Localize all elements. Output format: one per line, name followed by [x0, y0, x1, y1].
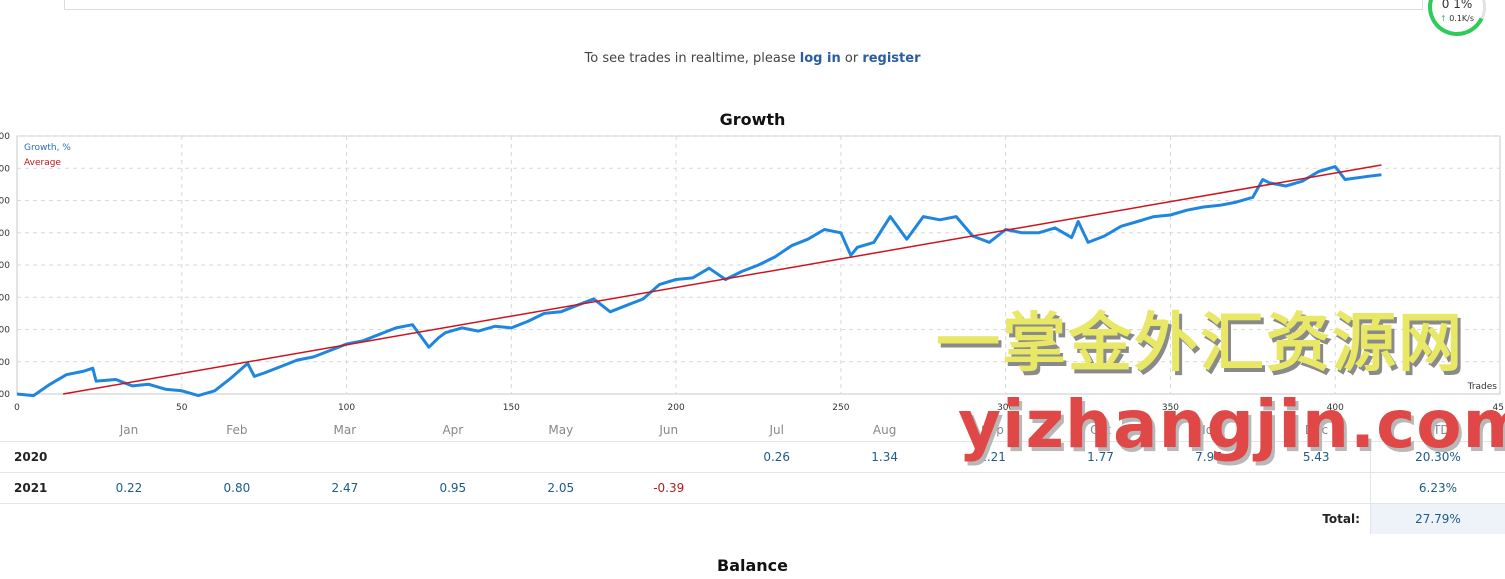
cell-2020-jun [614, 441, 723, 473]
header-aug: Aug [872, 423, 897, 437]
cell-2021-jan: 0.22 [74, 472, 183, 504]
legend-average-label: Average [24, 158, 61, 168]
total-label: Total: [0, 503, 1371, 534]
x-axis-label: Trades [1467, 382, 1498, 392]
table-row-2020: 2020 0.26 1.34 2.21 1.77 7.97 5.43 20.30… [0, 441, 1505, 473]
x-tick-label: 0 [14, 403, 20, 413]
header-jul: Jul [769, 423, 784, 437]
realtime-note: To see trades in realtime, please log in… [0, 51, 1505, 66]
x-tick-label: 350 [1162, 403, 1179, 413]
upload-arrow-icon: ↑ [1439, 14, 1447, 23]
realtime-note-prefix: To see trades in realtime, please [584, 51, 800, 66]
table-header-row: Jan Feb Mar Apr May Jun Jul Aug Sep Oct … [0, 419, 1505, 442]
average-series-line [62, 164, 1382, 395]
header-ytd: YTD [1425, 423, 1450, 437]
monthly-returns-table: Jan Feb Mar Apr May Jun Jul Aug Sep Oct … [0, 419, 1505, 534]
y-tick-label: 00 [0, 164, 10, 174]
y-tick-label: 00 [0, 326, 10, 336]
header-may: May [548, 423, 574, 437]
cell-2021-sep [938, 472, 1047, 504]
cell-2020-nov: 7.97 [1154, 441, 1263, 473]
x-tick-label: 100 [338, 403, 355, 413]
cell-2021-nov [1154, 472, 1263, 504]
cell-2021-jul [722, 472, 831, 504]
cell-2020-feb [182, 441, 291, 473]
cell-2020-sep: 2.21 [938, 441, 1047, 473]
table-total-row: Total: 27.79% [0, 503, 1505, 534]
speed-rate-value: 0.1K/s [1449, 14, 1475, 23]
cell-2021-aug [830, 472, 939, 504]
table-row-2021: 2021 0.22 0.80 2.47 0.95 2.05 -0.39 6.23… [0, 472, 1505, 504]
y-tick-label: 00 [0, 293, 10, 303]
header-feb: Feb [226, 423, 248, 437]
speed-percent: 0 1% [1441, 0, 1473, 11]
top-panel-edge [64, 0, 1423, 10]
y-tick-label: 00 [0, 390, 10, 400]
cell-2021-apr: 0.95 [398, 472, 507, 504]
y-tick-label: 00 [0, 229, 10, 239]
realtime-note-middle: or [840, 51, 863, 66]
cell-2021-dec [1262, 472, 1371, 504]
x-tick-label: 50 [176, 403, 188, 413]
y-tick-label: 00 [0, 358, 10, 368]
cell-2020-mar [290, 441, 399, 473]
total-value: 27.79% [1369, 503, 1505, 534]
x-tick-label: 45 [1493, 403, 1504, 413]
year-label: 2021 [0, 472, 75, 504]
cell-2021-ytd: 6.23% [1369, 472, 1505, 504]
network-speed-widget[interactable]: 0 1% ↑ 0.1K/s [1419, 0, 1495, 45]
header-oct: Oct [1090, 423, 1111, 437]
header-jun: Jun [659, 423, 679, 437]
header-blank [0, 419, 75, 442]
cell-2020-jul: 0.26 [722, 441, 831, 473]
x-tick-label: 300 [997, 403, 1014, 413]
x-tick-label: 150 [503, 403, 520, 413]
cell-2020-apr [398, 441, 507, 473]
y-tick-label: 00 [0, 261, 10, 271]
x-tick-label: 200 [668, 403, 685, 413]
cell-2020-jan [74, 441, 183, 473]
cell-2021-may: 2.05 [506, 472, 615, 504]
register-link[interactable]: register [862, 51, 921, 66]
balance-title: Balance [717, 556, 788, 575]
growth-series-line [16, 165, 1382, 398]
y-tick-label: 00 [0, 197, 10, 207]
cell-2020-ytd: 20.30% [1369, 441, 1505, 473]
header-nov: Nov [1196, 423, 1221, 437]
cell-2021-feb: 0.80 [182, 472, 291, 504]
cell-2020-aug: 1.34 [830, 441, 939, 473]
cell-2021-mar: 2.47 [290, 472, 399, 504]
cell-2020-may [506, 441, 615, 473]
growth-title: Growth [719, 110, 786, 129]
header-apr: Apr [442, 423, 464, 437]
cell-2021-jun: -0.39 [614, 472, 723, 504]
login-link[interactable]: log in [799, 51, 841, 66]
cell-2020-dec: 5.43 [1262, 441, 1371, 473]
speed-rate: ↑ 0.1K/s [1431, 14, 1483, 23]
header-mar: Mar [333, 423, 357, 437]
x-tick-label: 400 [1327, 403, 1344, 413]
cell-2021-oct [1046, 472, 1155, 504]
x-tick-label: 250 [832, 403, 849, 413]
header-sep: Sep [981, 423, 1004, 437]
year-label: 2020 [0, 441, 75, 473]
header-dec: Dec [1304, 423, 1329, 437]
cell-2020-oct: 1.77 [1046, 441, 1155, 473]
legend-growth-label: Growth, % [24, 143, 71, 153]
y-tick-label: 00 [0, 132, 10, 142]
header-jan: Jan [119, 423, 139, 437]
